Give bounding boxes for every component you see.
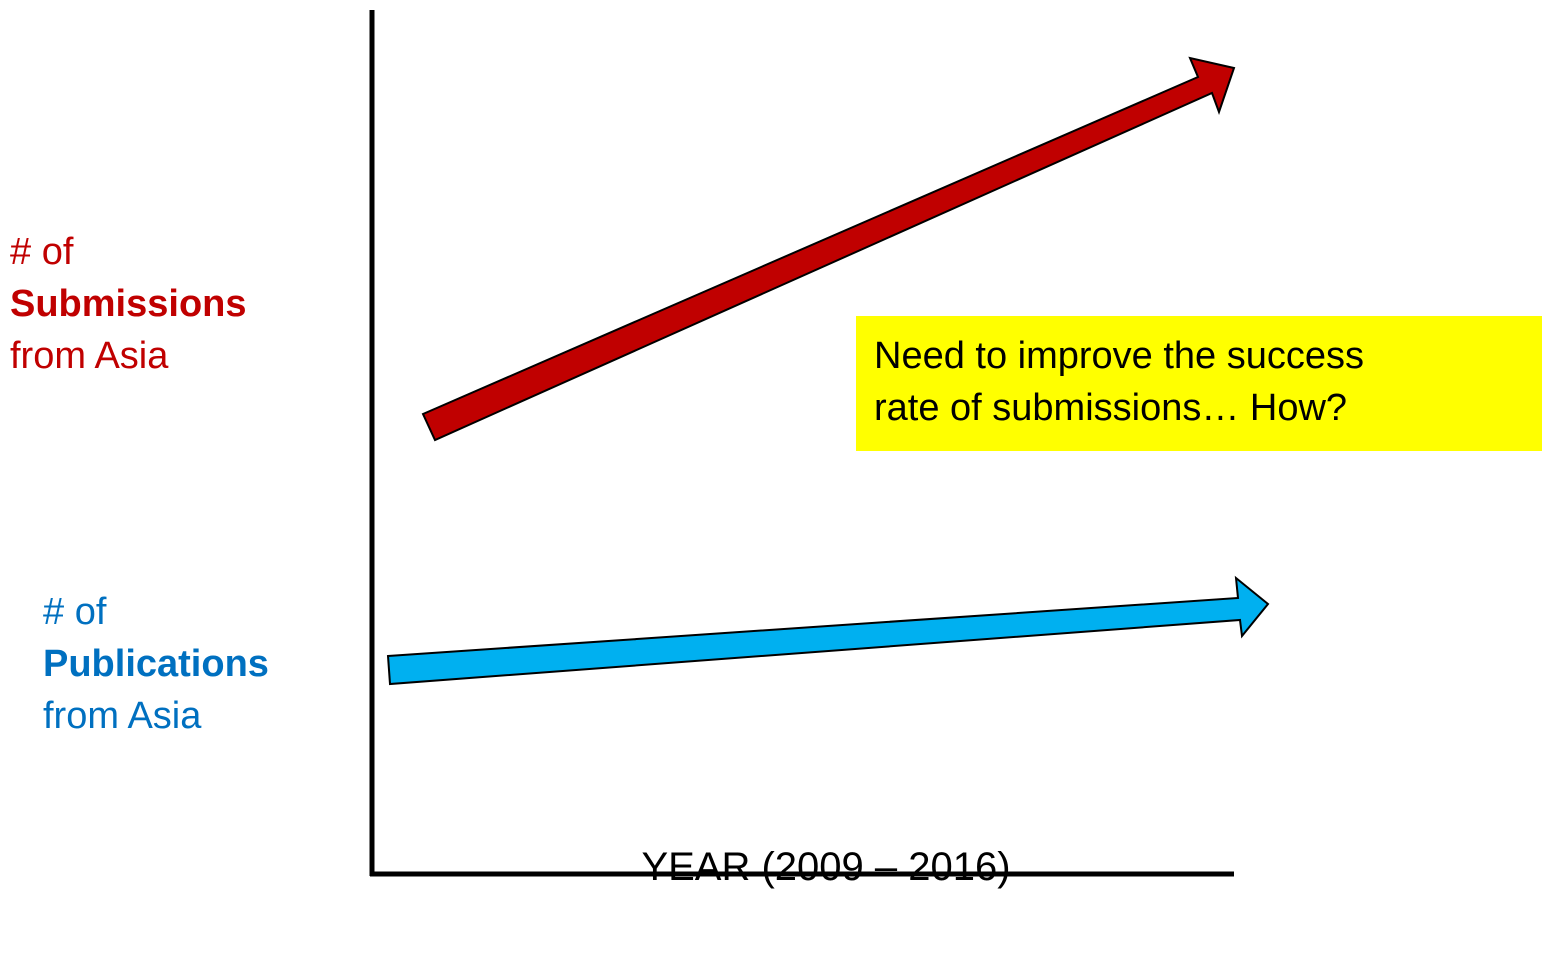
publications-label-emphasis: Publications (43, 643, 269, 685)
submissions-label-emphasis: Submissions (10, 283, 247, 325)
submissions-trend-arrow (421, 56, 1236, 442)
publications-label-prefix: # of (43, 591, 107, 633)
callout-line-1: Need to improve the success (874, 335, 1365, 377)
x-axis-label: YEAR (2009 – 2016) (641, 845, 1011, 889)
publications-trend-arrow (386, 575, 1270, 686)
callout-line-2: rate of submissions… How? (874, 387, 1348, 429)
submissions-axis-label: # of Submissions from Asia (10, 226, 247, 382)
publications-label-suffix: from Asia (43, 695, 202, 737)
submissions-label-prefix: # of (10, 231, 74, 273)
success-rate-callout: Need to improve the success rate of subm… (856, 316, 1542, 451)
submissions-label-suffix: from Asia (10, 335, 169, 377)
publications-axis-label: # of Publications from Asia (43, 586, 269, 742)
